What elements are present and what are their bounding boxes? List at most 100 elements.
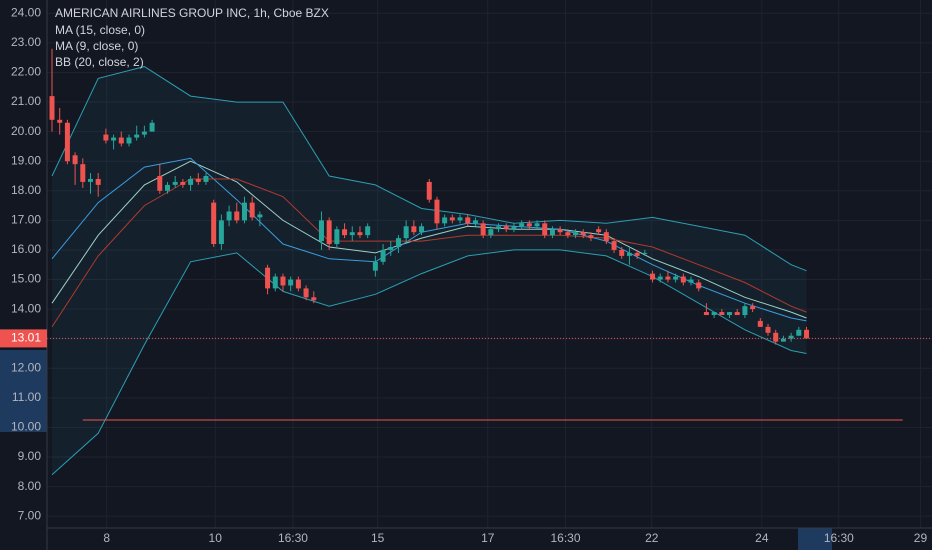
candle-body: [519, 223, 525, 227]
x-tick-label: 17: [481, 531, 495, 545]
candle-body: [496, 226, 502, 230]
candle-body: [95, 178, 101, 185]
candle-body: [372, 261, 378, 271]
candle-body: [311, 297, 317, 301]
candle-body: [419, 226, 425, 233]
y-tick-label: 22.00: [11, 65, 41, 79]
candle-body: [727, 312, 733, 316]
candle-body: [334, 229, 340, 245]
candle-body: [603, 232, 609, 242]
candle-body: [126, 137, 132, 144]
x-tick-label: 22: [645, 531, 659, 545]
candle-body: [303, 288, 309, 298]
candle-body: [750, 306, 756, 310]
candle-body: [249, 202, 255, 218]
y-tick-label: 20.00: [11, 124, 41, 138]
candle-body: [457, 217, 463, 221]
candle-body: [134, 134, 140, 138]
candle-body: [218, 220, 224, 245]
candle-body: [580, 232, 586, 236]
y-tick-label: 14.00: [11, 301, 41, 315]
candle-body: [141, 131, 147, 135]
y-tick-label: 24.00: [11, 5, 41, 19]
candle-body: [103, 134, 109, 141]
candle-body: [357, 232, 363, 236]
candle-body: [226, 211, 232, 221]
candle-body: [734, 312, 740, 316]
y-tick-label: 21.00: [11, 94, 41, 108]
axis-highlight: [0, 350, 47, 432]
candle-body: [288, 279, 294, 286]
candle-body: [626, 252, 632, 256]
candle-body: [118, 137, 124, 144]
candle-body: [465, 217, 471, 224]
y-tick-label: 18.00: [11, 183, 41, 197]
y-tick-label: 11.00: [12, 390, 41, 404]
candle-body: [703, 312, 709, 316]
last-price-label: 13.01: [11, 331, 41, 345]
candle-body: [234, 211, 240, 221]
last-price-box: [0, 329, 47, 348]
candle-body: [665, 276, 671, 280]
x-tick-label: 16:30: [278, 531, 308, 545]
candle-body: [472, 220, 478, 224]
candle-body: [172, 181, 178, 185]
x-tick-label: 29: [914, 531, 928, 545]
candle-body: [195, 178, 201, 182]
candle-body: [796, 329, 802, 336]
candle-body: [342, 229, 348, 236]
candle-body: [742, 306, 748, 316]
x-tick-label: 10: [209, 531, 223, 545]
candle-body: [434, 199, 440, 224]
candle-body: [780, 338, 786, 342]
candle-body: [788, 335, 794, 339]
legend-entry: BB (20, close, 2): [55, 55, 144, 69]
candle-body: [765, 326, 771, 333]
candle-body: [111, 137, 117, 141]
candle-body: [511, 226, 517, 230]
candle-body: [149, 122, 155, 132]
legend-entry: MA (9, close, 0): [55, 39, 138, 53]
ma-line: [51, 160, 807, 319]
x-tick-label: 16:30: [551, 531, 581, 545]
candle-body: [804, 329, 810, 339]
axes: 7.008.009.0010.0011.0012.0013.0014.0015.…: [0, 5, 927, 545]
chart-title: AMERICAN AIRLINES GROUP INC, 1h, Cboe BZ…: [55, 6, 329, 20]
candle-body: [318, 220, 324, 242]
y-tick-label: 15.00: [11, 272, 41, 286]
candle-body: [211, 202, 217, 245]
candle-body: [388, 246, 394, 250]
candle-body: [650, 273, 656, 280]
y-tick-label: 23.00: [11, 35, 41, 49]
candle-body: [265, 267, 271, 289]
y-tick-label: 17.00: [11, 213, 41, 227]
candle-body: [611, 241, 617, 250]
candle-body: [557, 229, 563, 233]
axis-highlight: [798, 528, 832, 550]
candle-body: [49, 96, 55, 120]
candle-body: [757, 320, 763, 327]
candle-body: [188, 178, 194, 185]
candle-body: [688, 279, 694, 283]
candle-body: [411, 226, 417, 233]
candle-body: [565, 232, 571, 236]
candle-body: [488, 229, 494, 236]
y-tick-label: 9.00: [18, 449, 42, 463]
candle-body: [272, 276, 278, 289]
ma-line: [51, 157, 807, 322]
candle-body: [773, 332, 779, 342]
candle-body: [549, 229, 555, 236]
candle-body: [365, 226, 371, 236]
candle-body: [542, 223, 548, 236]
candle-body: [295, 279, 301, 289]
y-tick-label: 19.00: [11, 153, 41, 167]
candle-body: [503, 226, 509, 230]
candle-body: [719, 312, 725, 316]
candle-body: [395, 238, 401, 247]
candle-body: [57, 119, 63, 123]
candle-body: [711, 312, 717, 316]
x-tick-label: 8: [103, 531, 110, 545]
candle-body: [380, 249, 386, 262]
